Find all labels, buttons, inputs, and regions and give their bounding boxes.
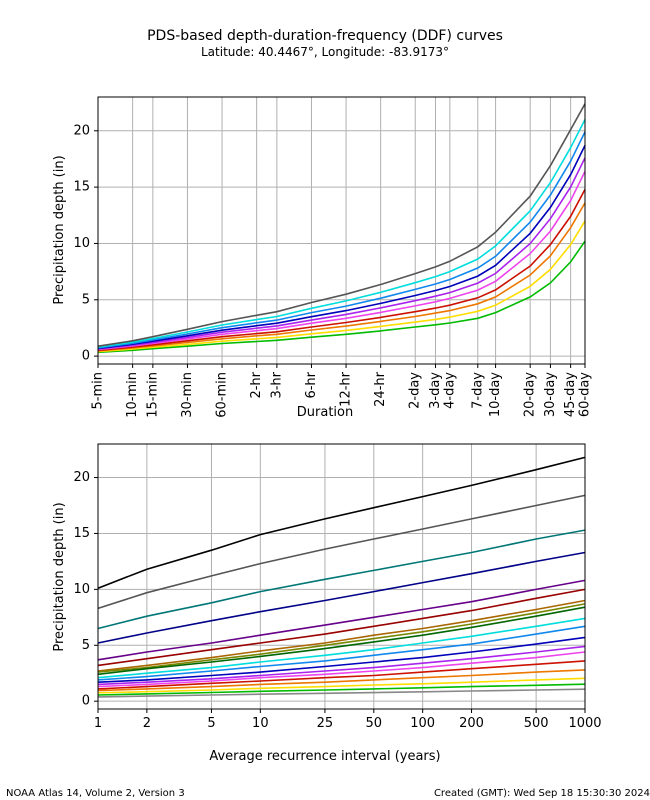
- bottom-x-tick-label: 1: [94, 716, 102, 731]
- bottom-x-tick-label: 500: [524, 716, 549, 731]
- bottom-y-tick-label: 0: [82, 694, 90, 709]
- bottom-series-line: [97, 529, 586, 630]
- top-series-line: [97, 171, 586, 351]
- bottom-x-tick-label: 25: [317, 716, 334, 731]
- top-x-tick-label: 3-hr: [269, 371, 284, 398]
- top-series-line: [97, 157, 586, 350]
- top-y-tick-label: 20: [73, 123, 90, 138]
- top-series-line: [97, 131, 586, 349]
- top-series-line: [97, 220, 586, 353]
- bottom-x-tick-label: 50: [366, 716, 383, 731]
- top-x-tick-label: 12-hr: [339, 371, 354, 406]
- bottom-x-tick-label: 100: [410, 716, 435, 731]
- top-x-axis-label: Duration: [297, 405, 353, 420]
- figure-subtitle: Latitude: 40.4467°, Longitude: -83.9173°: [201, 45, 449, 59]
- bottom-x-tick-label: 2: [143, 716, 151, 731]
- top-y-tick-label: 15: [73, 180, 90, 195]
- top-x-tick-label: 5-min: [91, 372, 106, 409]
- bottom-series-line: [97, 625, 586, 681]
- top-x-tick-label: 60-min: [215, 372, 230, 418]
- top-x-tick-label: 60-day: [578, 372, 593, 417]
- bottom-x-tick-label: 10: [252, 716, 269, 731]
- top-series-lines: [97, 103, 586, 354]
- top-y-tick-label: 5: [82, 292, 90, 307]
- bottom-series-line: [97, 660, 586, 690]
- bottom-series-line: [97, 456, 586, 589]
- bottom-series-line: [97, 606, 586, 676]
- bottom-y-tick-label: 5: [82, 638, 90, 653]
- top-x-tick-label: 45-day: [563, 372, 578, 417]
- top-y-tick-label: 10: [73, 236, 90, 251]
- top-x-tick-label: 7-day: [470, 372, 485, 409]
- bottom-series-line: [97, 677, 586, 694]
- top-x-tick-label: 20-day: [523, 372, 538, 417]
- top-x-tick-label: 10-min: [125, 372, 140, 418]
- top-series-line: [97, 202, 586, 352]
- bottom-y-tick-label: 15: [73, 526, 90, 541]
- bottom-plot-frame: [97, 443, 586, 710]
- bottom-series-line: [97, 494, 586, 610]
- top-y-axis-label: Precipitation depth (in): [52, 155, 67, 304]
- top-x-tick-label: 24-hr: [373, 371, 388, 406]
- bottom-y-axis-label: Precipitation depth (in): [52, 502, 67, 651]
- top-x-tick-label: 4-day: [442, 372, 457, 409]
- bottom-x-ticks: 1 2 5 10 25 50 100 200 500 1000: [94, 709, 602, 731]
- footer-created: Created (GMT): Wed Sep 18 15:30:30 2024: [434, 788, 650, 799]
- bottom-y-tick-label: 10: [73, 582, 90, 597]
- top-x-tick-label: 30-day: [543, 372, 558, 417]
- bottom-series-line: [97, 588, 586, 667]
- top-series-line: [97, 103, 586, 347]
- bottom-series-lines: [97, 456, 586, 698]
- top-series-line: [97, 240, 586, 354]
- top-x-ticks: 5-min 10-min 15-min 30-min 60-min 2-hr 3-hr 6-h…: [91, 364, 593, 418]
- bottom-series-line: [97, 617, 586, 679]
- bottom-series-line: [97, 683, 586, 696]
- duration-chart: 0 5 10 15 20 5-min 10-min 15-min 30-min 60-min 2-…: [52, 96, 593, 420]
- top-series-line: [97, 189, 586, 352]
- bottom-x-tick-label: 200: [459, 716, 484, 731]
- top-x-tick-label: 3-day: [428, 372, 443, 409]
- top-plot-frame: [97, 96, 586, 365]
- footer-source: NOAA Atlas 14, Volume 2, Version 3: [6, 788, 185, 799]
- bottom-series-line: [97, 645, 586, 686]
- bottom-y-ticks: 0 5 10 15 20: [73, 470, 98, 709]
- bottom-x-axis-label: Average recurrence interval (years): [209, 749, 440, 764]
- top-grid: [97, 97, 586, 364]
- bottom-series-line: [97, 636, 586, 683]
- top-series-line: [97, 145, 586, 350]
- top-y-tick-label: 0: [82, 349, 90, 364]
- figure-title: PDS-based depth-duration-frequency (DDF)…: [147, 28, 503, 44]
- bottom-x-tick-label: 5: [207, 716, 215, 731]
- top-x-tick-label: 2-hr: [249, 371, 264, 398]
- top-x-tick-label: 30-min: [180, 372, 195, 418]
- top-y-ticks: 0 5 10 15 20: [73, 123, 98, 364]
- top-x-tick-label: 6-hr: [304, 371, 319, 398]
- bottom-series-line: [97, 651, 586, 688]
- bottom-series-line: [97, 603, 586, 673]
- bottom-series-line: [97, 579, 586, 661]
- top-x-tick-label: 2-day: [408, 372, 423, 409]
- bottom-x-tick-label: 1000: [568, 716, 601, 731]
- bottom-series-line: [97, 551, 586, 644]
- bottom-series-line: [97, 688, 586, 698]
- bottom-y-tick-label: 20: [73, 470, 90, 485]
- bottom-series-line: [97, 669, 586, 692]
- top-series-line: [97, 119, 586, 348]
- top-x-tick-label: 10-day: [488, 372, 503, 417]
- bottom-series-line: [97, 599, 586, 672]
- top-x-tick-label: 15-min: [145, 372, 160, 418]
